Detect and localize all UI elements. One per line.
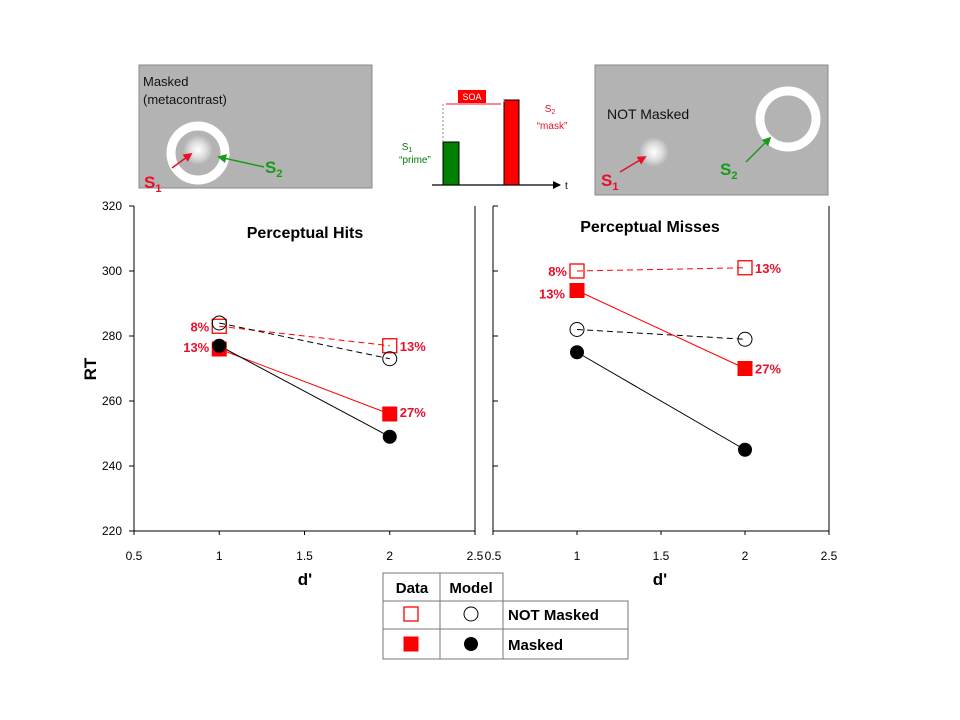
- not-masked-s1-arrow: [619, 156, 647, 173]
- model-point-masked: [382, 429, 397, 444]
- x-tick-label: 1.5: [296, 549, 313, 563]
- masked-s1-label: S1: [144, 173, 161, 195]
- soa-label: SOA: [462, 92, 481, 102]
- data-label: 8%: [548, 264, 567, 279]
- model-point-masked: [738, 442, 752, 457]
- y-tick-label: 280: [102, 329, 122, 343]
- y-axis-label: RT: [81, 357, 100, 380]
- y-tick-label: 320: [102, 199, 122, 213]
- legend-label-not-masked: NOT Masked: [508, 607, 599, 624]
- masked-s2-arrow: [217, 154, 265, 168]
- legend-filled-circle-icon: [464, 637, 478, 651]
- masked-s1-arrow: [171, 152, 193, 169]
- series-line-model-masked: [219, 345, 390, 438]
- chart-title: Perceptual Hits: [247, 225, 364, 242]
- series-line-data-not-masked: [219, 325, 390, 347]
- timing-s1-label: S1: [402, 142, 413, 154]
- series-line-data-masked: [219, 348, 390, 415]
- mask-pulse: [503, 99, 520, 186]
- not-masked-s1-label: S1: [601, 171, 618, 193]
- data-point-masked: [569, 283, 585, 298]
- legend-open-circle-icon: [463, 606, 479, 622]
- model-point-not-masked: [737, 331, 753, 347]
- x-axis-label: d': [653, 570, 667, 589]
- perceptual-misses-chart: 0.5 1 1.5 2 2.5 Perceptual Misses d' 8% 13% 13% 27…: [485, 205, 838, 589]
- legend-table: Data Model NOT Masked Masked: [382, 572, 629, 660]
- data-label: 13%: [539, 287, 565, 302]
- masked-mask-ring: [166, 121, 230, 185]
- data-point-masked: [737, 361, 753, 376]
- legend-open-square-icon: [403, 606, 419, 622]
- masked-stimulus-panel: Masked (metacontrast) S1 S2: [138, 64, 373, 195]
- x-tick-label: 2: [742, 549, 749, 563]
- x-tick-label: 1: [216, 549, 223, 563]
- legend-label-masked: Masked: [508, 637, 563, 654]
- not-masked-s2-arrow: [745, 136, 772, 163]
- not-masked-s2-label: S2: [720, 160, 737, 182]
- data-point-not-masked: [382, 338, 398, 354]
- x-tick-label: 0.5: [126, 549, 143, 563]
- y-tick-label: 220: [102, 524, 122, 538]
- x-tick-label: 2.5: [821, 549, 838, 563]
- not-masked-panel-background: [594, 64, 829, 196]
- y-tick-label: 240: [102, 459, 122, 473]
- legend-row-masked: [382, 628, 629, 660]
- legend-header-model: Model: [449, 580, 492, 597]
- timing-diagram: t SOA S1 “prime” S2 “mask”: [399, 90, 568, 192]
- not-masked-label: NOT Masked: [607, 106, 689, 122]
- series-line-model-not-masked: [576, 329, 746, 340]
- data-label: 13%: [183, 340, 209, 355]
- model-point-masked: [570, 345, 584, 360]
- prime-pulse: [442, 141, 460, 186]
- data-label: 13%: [400, 339, 426, 354]
- timing-s1-caption: “prime”: [399, 155, 431, 166]
- time-axis-label: t: [565, 181, 568, 192]
- data-label: 13%: [755, 261, 781, 276]
- x-tick-label: 0.5: [485, 549, 502, 563]
- model-point-not-masked: [211, 315, 227, 331]
- model-point-not-masked: [382, 351, 398, 367]
- x-tick-label: 2: [386, 549, 393, 563]
- series-line-data-masked: [576, 290, 746, 369]
- masked-prime-blob: [183, 135, 213, 165]
- time-axis-arrowhead: [553, 181, 561, 189]
- timing-s2-caption: “mask”: [537, 121, 568, 132]
- data-point-not-masked: [737, 260, 753, 276]
- data-label: 27%: [755, 362, 781, 377]
- data-label: 8%: [190, 319, 209, 334]
- x-tick-label: 1.5: [653, 549, 670, 563]
- series-line-model-not-masked: [219, 322, 390, 360]
- not-masked-prime-blob: [639, 137, 669, 167]
- masked-s2-label: S2: [265, 158, 282, 180]
- data-point-not-masked: [211, 318, 227, 334]
- x-tick-label: 1: [574, 549, 581, 563]
- data-point-not-masked: [569, 263, 585, 279]
- legend-header-data: Data: [396, 580, 429, 597]
- soa-box: [458, 90, 486, 103]
- data-point-masked: [382, 406, 398, 422]
- not-masked-stimulus-panel: NOT Masked S1 S2: [594, 64, 829, 196]
- timing-s2-label: S2: [545, 104, 556, 116]
- data-label: 27%: [400, 405, 426, 420]
- y-tick-label: 260: [102, 394, 122, 408]
- chart-title: Perceptual Misses: [580, 219, 720, 236]
- x-tick-label: 2.5: [467, 549, 484, 563]
- perceptual-hits-chart: 220 240 260 280 300 320 0.5 1 1.5 2 2.5 Perceptual …: [81, 199, 484, 589]
- x-axis-label: d': [298, 570, 312, 589]
- series-line-data-not-masked: [576, 267, 746, 272]
- masked-label-line1: Masked: [143, 74, 189, 89]
- model-point-masked: [212, 338, 227, 353]
- y-tick-label: 300: [102, 264, 122, 278]
- model-point-not-masked: [569, 322, 585, 337]
- legend-filled-square-icon: [403, 636, 419, 652]
- not-masked-mask-ring: [755, 86, 821, 152]
- series-line-model-masked: [576, 351, 746, 451]
- masked-label-line2: (metacontrast): [143, 92, 227, 107]
